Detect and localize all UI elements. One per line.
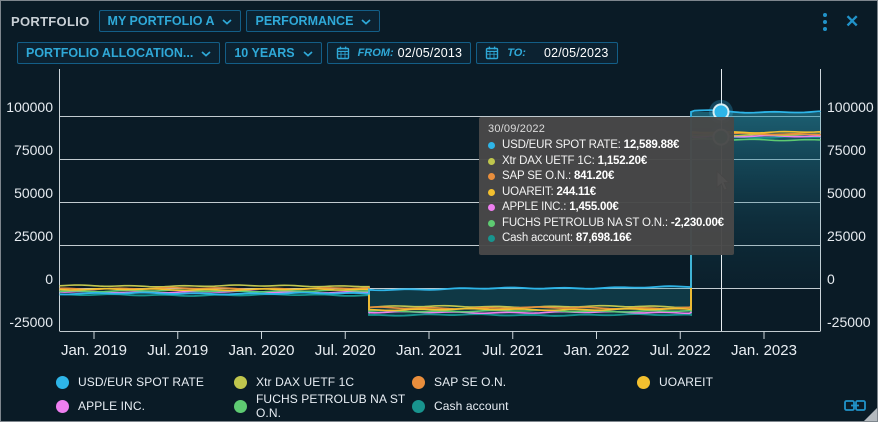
- portfolio-dropdown-value: MY PORTFOLIO A: [107, 14, 215, 28]
- svg-text:50000: 50000: [14, 185, 53, 201]
- kebab-menu-icon[interactable]: [821, 11, 829, 33]
- legend-item-sap-se-o-n-[interactable]: SAP SE O.N.: [412, 375, 637, 389]
- svg-text:Jan. 2021: Jan. 2021: [396, 342, 462, 359]
- svg-text:0: 0: [45, 271, 53, 287]
- legend-color-dot: [412, 399, 425, 413]
- calendar-icon: [336, 46, 349, 60]
- legend-item-xtr-dax-uetf-1c[interactable]: Xtr DAX UETF 1C: [234, 375, 412, 389]
- legend-item-apple-inc-[interactable]: APPLE INC.: [56, 392, 234, 420]
- svg-text:-25000: -25000: [827, 314, 871, 330]
- to-label: TO:: [507, 47, 526, 59]
- svg-text:-25000: -25000: [9, 314, 53, 330]
- area-fills: [369, 111, 821, 316]
- svg-text:25000: 25000: [14, 228, 53, 244]
- view-dropdown-value: PERFORMANCE: [255, 14, 354, 28]
- header-toolbar: PORTFOLIO MY PORTFOLIO A PERFORMANCE: [11, 10, 381, 32]
- chevron-down-icon: [201, 51, 211, 57]
- svg-text:Jul. 2021: Jul. 2021: [482, 342, 543, 359]
- legend-color-dot: [56, 375, 69, 389]
- svg-text:Jan. 2022: Jan. 2022: [564, 342, 630, 359]
- from-date-field[interactable]: FROM: 02/05/2013: [326, 42, 472, 64]
- portfolio-label: PORTFOLIO: [11, 13, 90, 29]
- legend-item-uoareit[interactable]: UOAREIT: [637, 375, 713, 389]
- link-icon[interactable]: [844, 399, 866, 412]
- svg-text:75000: 75000: [827, 142, 866, 158]
- legend-item-fuchs-petrolub-na-st-o-n-[interactable]: FUCHS PETROLUB NA ST O.N.: [234, 392, 412, 420]
- legend-item-cash-account[interactable]: Cash account: [412, 392, 637, 420]
- chevron-down-icon: [222, 19, 233, 25]
- view-dropdown[interactable]: PERFORMANCE: [246, 10, 381, 32]
- allocation-dropdown-value: PORTFOLIO ALLOCATION...: [26, 46, 194, 60]
- series-line-usd-eur-spot-rate: [59, 109, 821, 296]
- from-label: FROM:: [357, 47, 394, 59]
- period-dropdown-value: 10 YEARS: [234, 46, 295, 60]
- svg-text:0: 0: [827, 271, 835, 287]
- chart-legend: USD/EUR SPOT RATE Xtr DAX UETF 1C SAP SE O…: [56, 375, 713, 420]
- svg-text:75000: 75000: [14, 142, 53, 158]
- resize-handle[interactable]: [864, 408, 877, 421]
- legend-color-dot: [234, 375, 247, 389]
- legend-color-dot: [56, 399, 69, 413]
- chevron-down-icon: [303, 51, 313, 57]
- window-controls: ✕: [821, 11, 859, 33]
- from-date-value: 02/05/2013: [397, 46, 463, 60]
- legend-color-dot: [234, 399, 247, 413]
- allocation-dropdown[interactable]: PORTFOLIO ALLOCATION...: [17, 42, 221, 64]
- to-date-value: 02/05/2023: [543, 46, 609, 60]
- svg-text:Jan. 2023: Jan. 2023: [731, 342, 797, 359]
- svg-text:Jul. 2020: Jul. 2020: [315, 342, 376, 359]
- svg-text:50000: 50000: [827, 185, 866, 201]
- to-date-field[interactable]: TO: 02/05/2023: [476, 42, 618, 64]
- svg-text:Jan. 2020: Jan. 2020: [229, 342, 295, 359]
- x-axis: Jan. 2019 Jul. 2019 Jan. 2020 Jul. 2020 Jan.…: [61, 331, 797, 359]
- svg-text:100000: 100000: [6, 99, 53, 115]
- filter-toolbar: PORTFOLIO ALLOCATION... 10 YEARS FROM: 0…: [17, 42, 618, 64]
- legend-color-dot: [412, 375, 425, 389]
- close-icon[interactable]: ✕: [845, 12, 860, 31]
- legend-color-dot: [637, 375, 650, 389]
- legend-item-usd-eur-spot-rate[interactable]: USD/EUR SPOT RATE: [56, 375, 234, 389]
- svg-text:100000: 100000: [827, 99, 874, 115]
- portfolio-dropdown[interactable]: MY PORTFOLIO A: [98, 10, 242, 32]
- svg-text:Jul. 2019: Jul. 2019: [147, 342, 208, 359]
- svg-text:Jul. 2022: Jul. 2022: [650, 342, 711, 359]
- calendar-icon: [485, 46, 499, 60]
- svg-text:Jan. 2019: Jan. 2019: [61, 342, 127, 359]
- period-dropdown[interactable]: 10 YEARS: [225, 42, 322, 64]
- svg-text:25000: 25000: [827, 228, 866, 244]
- chevron-down-icon: [361, 19, 371, 25]
